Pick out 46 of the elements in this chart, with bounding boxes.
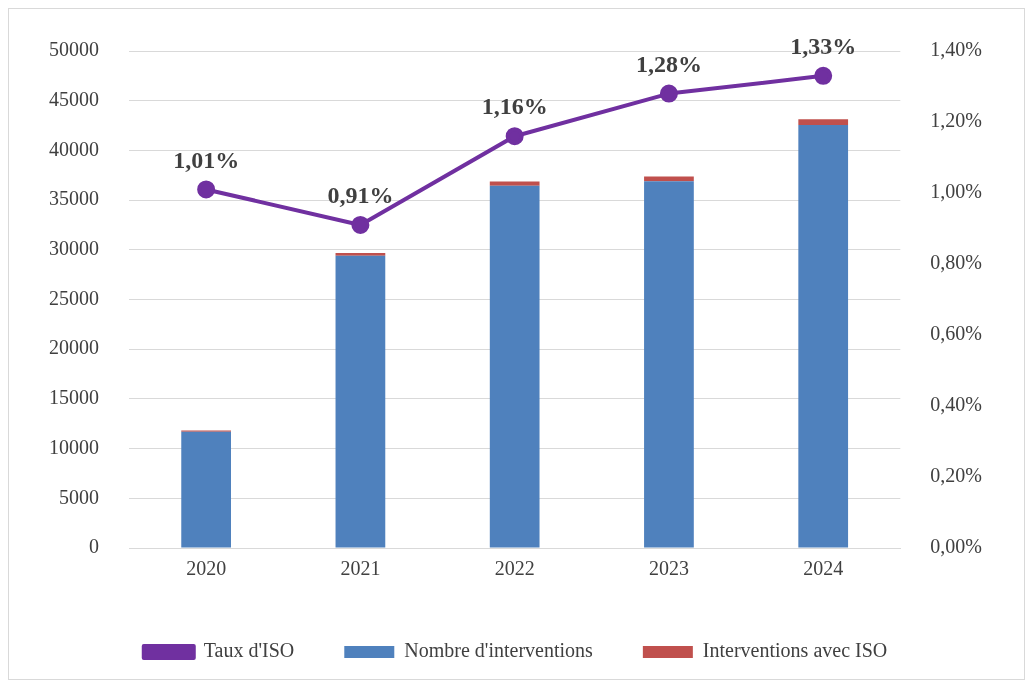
y2-tick-label: 1,20% [930, 109, 983, 132]
data-label: 1,33% [790, 33, 857, 60]
y2-tick-label: 1,00% [930, 180, 983, 203]
x-tick-label: 2023 [648, 557, 689, 580]
y-tick-label: 40000 [49, 137, 99, 160]
x-tick-label: 2024 [803, 557, 844, 580]
data-label: 1,28% [635, 50, 702, 77]
y2-tick-label: 0,80% [930, 251, 983, 274]
x-tick-label: 2021 [340, 557, 381, 580]
data-label: 1,16% [481, 93, 548, 120]
point [505, 127, 524, 146]
y2-tick-label: 1,40% [930, 38, 983, 61]
x-tick-label: 2020 [186, 557, 227, 580]
y-tick-label: 15000 [49, 386, 99, 409]
bar [335, 253, 386, 256]
point [814, 66, 833, 85]
point [659, 84, 678, 103]
bar [644, 176, 694, 182]
y-tick-label: 30000 [49, 237, 99, 260]
y2-tick-label: 0,20% [930, 464, 983, 487]
y-tick-label: 10000 [49, 435, 99, 458]
x-tick-label: 2022 [494, 557, 535, 580]
y-tick-label: 50000 [49, 38, 99, 61]
y-tick-label: 35000 [49, 187, 99, 210]
bar [798, 124, 849, 548]
y-tick-label: 25000 [49, 286, 99, 309]
point [197, 180, 216, 199]
bar [644, 181, 694, 548]
legend-label: Nombre d'interventions [404, 639, 594, 662]
y-tick-label: 45000 [49, 87, 99, 110]
data-label: 1,01% [173, 146, 240, 173]
data-label: 0,91% [327, 182, 394, 209]
legend-label: Interventions avec ISO [702, 639, 888, 662]
bar [489, 181, 540, 186]
y-tick-label: 20000 [49, 336, 99, 359]
y-tick-label: 5000 [59, 485, 99, 508]
legend-label: Taux d'ISO [203, 639, 295, 662]
y2-tick-label: 0,40% [930, 393, 983, 416]
y2-tick-label: 0,60% [930, 322, 983, 345]
bar [489, 185, 540, 548]
y-tick-label: 0 [89, 535, 99, 558]
bar [335, 255, 386, 548]
point [351, 215, 370, 234]
bar [798, 119, 849, 125]
y2-tick-label: 0,00% [930, 535, 983, 558]
bar [181, 431, 231, 548]
